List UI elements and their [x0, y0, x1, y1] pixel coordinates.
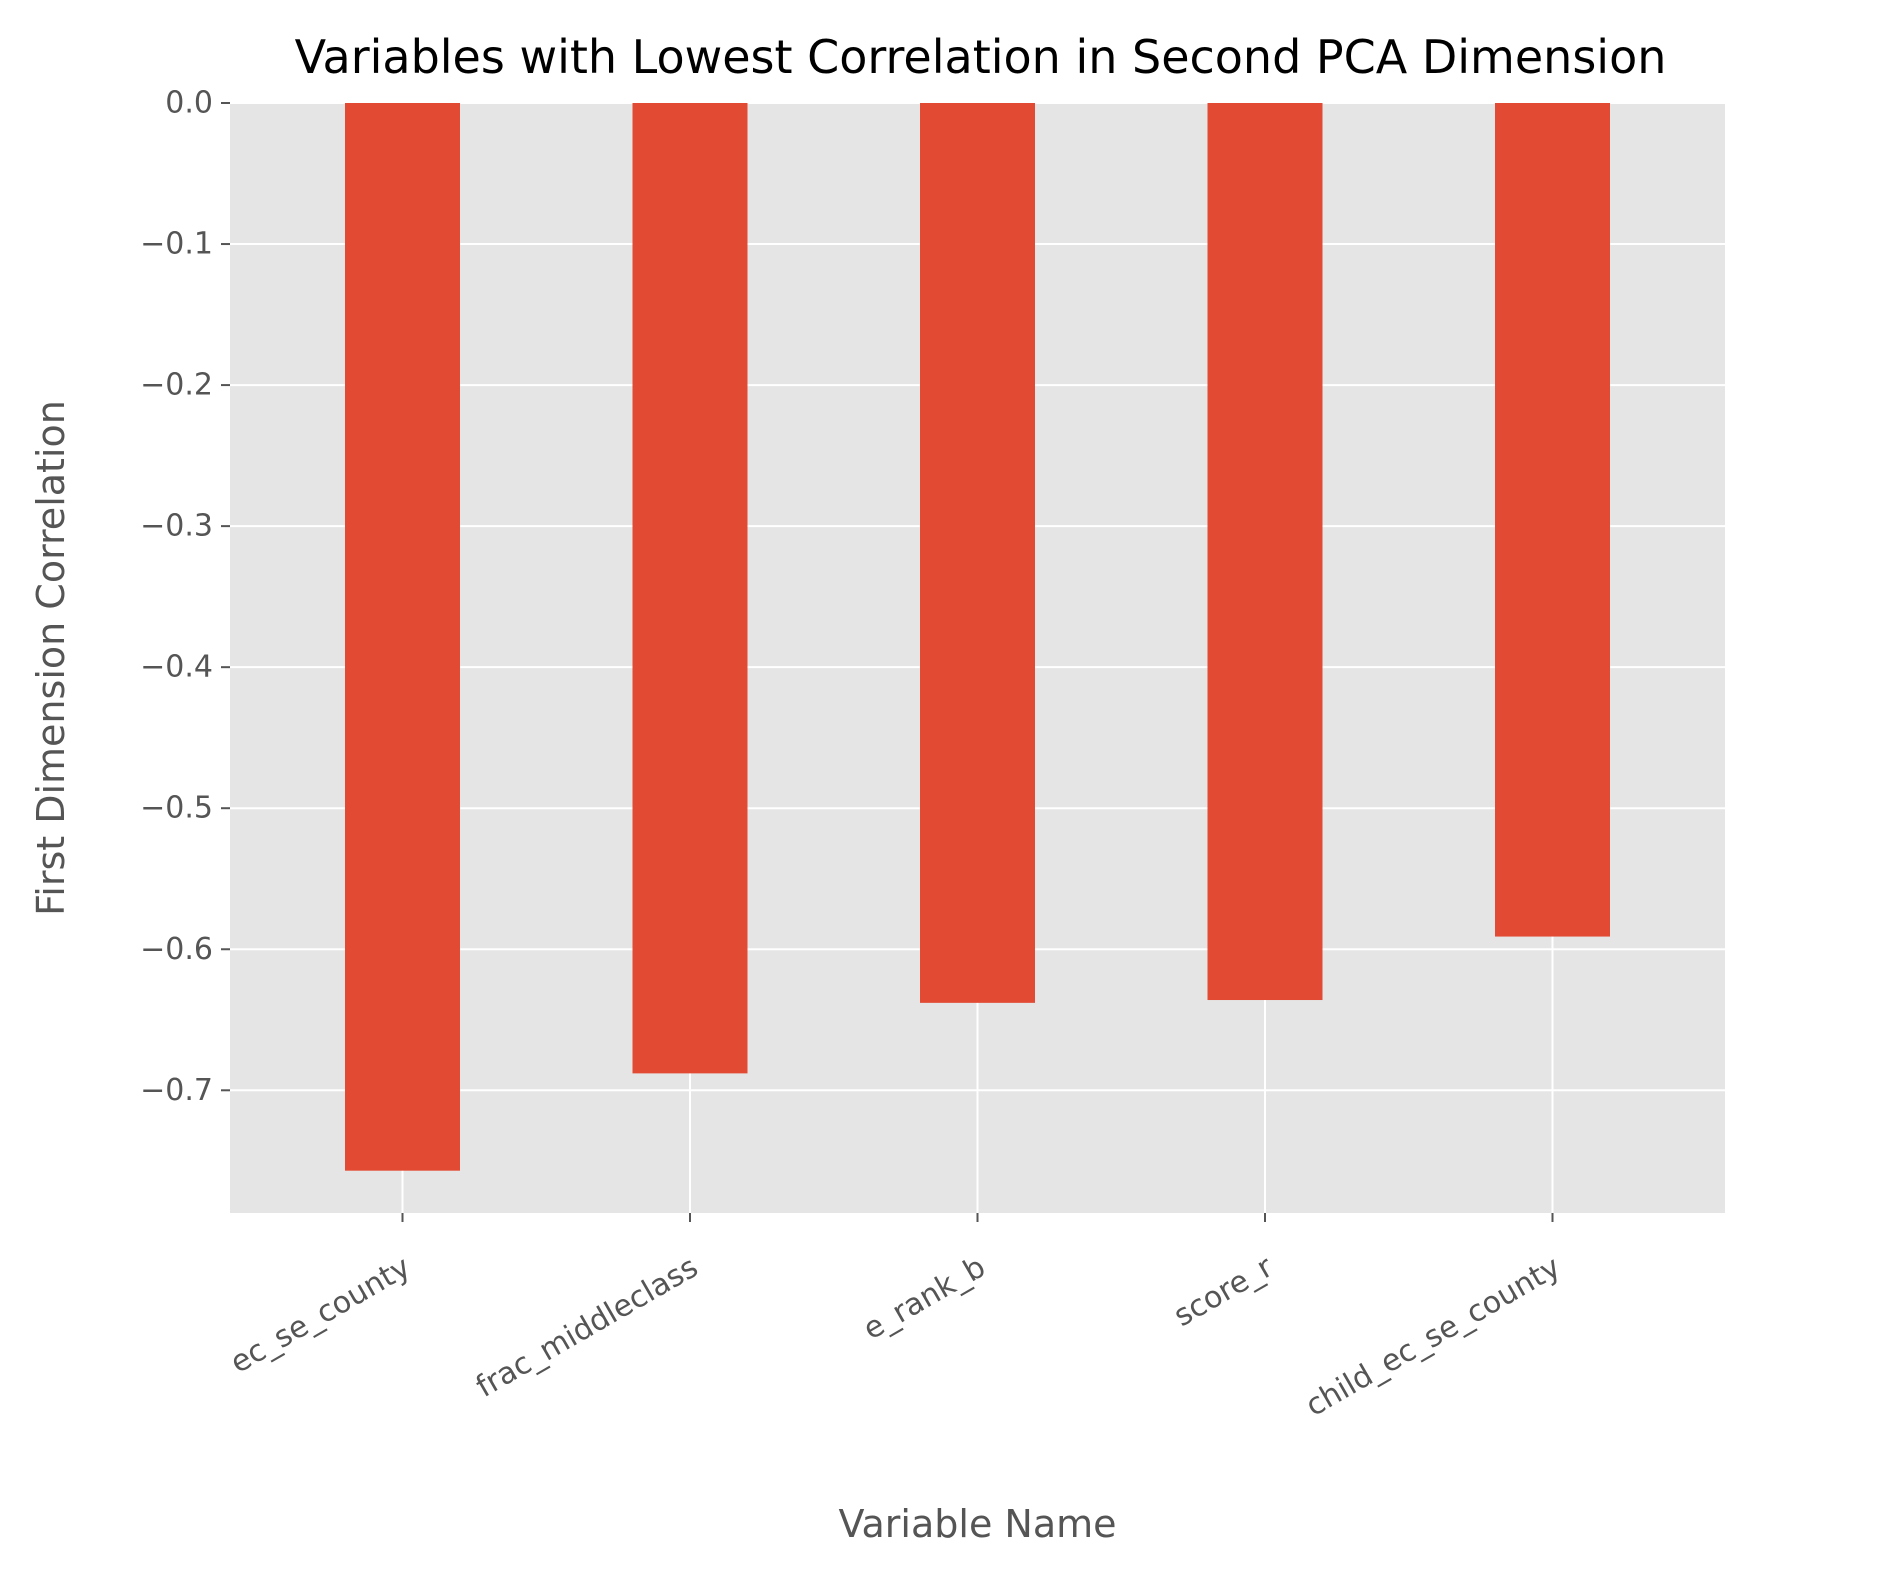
x-tick-label: e_rank_b	[857, 1250, 991, 1348]
y-axis-label: First Dimension Correlation	[29, 400, 73, 916]
y-tick-label: −0.1	[140, 227, 213, 262]
y-tick-label: −0.2	[140, 368, 213, 403]
y-tick-label: −0.4	[140, 650, 213, 685]
y-tick-label: −0.6	[140, 932, 213, 967]
bar-e_rank_b	[920, 103, 1035, 1003]
x-axis-label: Variable Name	[838, 1502, 1116, 1546]
x-tick-label: child_ec_se_county	[1300, 1250, 1567, 1424]
y-tick-label: −0.7	[140, 1073, 213, 1108]
y-tick-label: −0.3	[140, 509, 213, 544]
bar-ec_se_county	[345, 103, 460, 1171]
bar-frac_middleclass	[632, 103, 748, 1074]
y-tick-label: 0.0	[165, 86, 213, 121]
x-tick-label: ec_se_county	[225, 1250, 417, 1381]
chart-title: Variables with Lowest Correlation in Sec…	[295, 30, 1667, 84]
y-tick-label: −0.5	[140, 791, 213, 826]
bars	[345, 103, 1610, 1171]
bar-score_r	[1207, 103, 1323, 1001]
bar-child_ec_se_county	[1495, 103, 1610, 937]
x-tick-label: score_r	[1168, 1249, 1280, 1334]
x-tick-label: frac_middleclass	[470, 1250, 704, 1405]
